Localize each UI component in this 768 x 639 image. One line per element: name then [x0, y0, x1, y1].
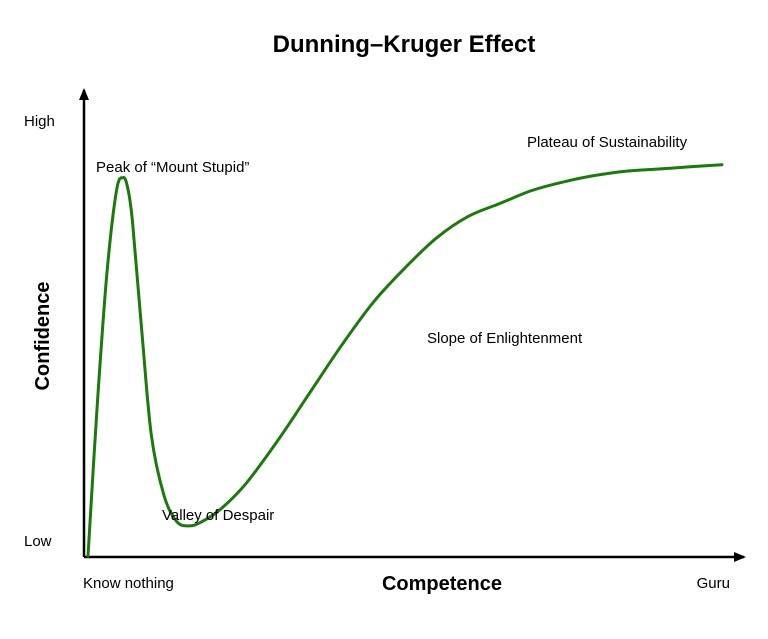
- y-tick-label-low: Low: [24, 533, 52, 550]
- annotation-valley-of-despair: Valley of Despair: [162, 507, 274, 524]
- confidence-curve: [86, 163, 724, 558]
- annotation-slope-of-enlightenment: Slope of Enlightenment: [427, 330, 583, 347]
- annotation-peak-mount-stupid: Peak of “Mount Stupid”: [96, 159, 249, 176]
- x-tick-label-guru: Guru: [697, 575, 730, 592]
- x-tick-label-know-nothing: Know nothing: [83, 575, 174, 592]
- x-axis-title: Competence: [382, 573, 502, 595]
- y-tick-label-high: High: [24, 113, 55, 130]
- y-axis-title: Confidence: [32, 282, 54, 391]
- annotation-plateau-of-sustainability: Plateau of Sustainability: [527, 134, 688, 151]
- chart-title: Dunning–Kruger Effect: [273, 31, 536, 58]
